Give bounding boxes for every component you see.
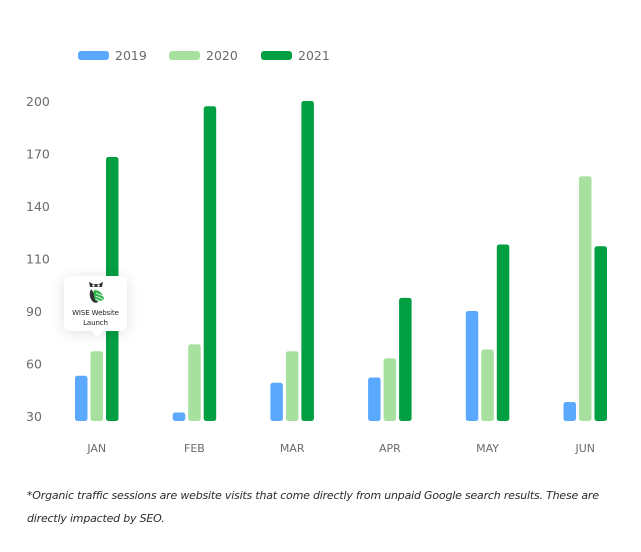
y-axis: 30 60 90 110 140 170 200 xyxy=(26,94,50,424)
bar-jan-2019[interactable] xyxy=(75,375,88,421)
legend-swatch-2020 xyxy=(169,51,200,60)
bar-group-may xyxy=(465,244,510,422)
bar-mar-2021[interactable] xyxy=(301,101,314,421)
annotation-tooltip: WISE Website Launch xyxy=(64,276,127,337)
bar-jun-2020[interactable] xyxy=(579,176,592,421)
y-tick-label: 90 xyxy=(26,304,42,319)
y-tick-label: 30 xyxy=(26,409,42,424)
legend-swatch-2019 xyxy=(78,51,109,60)
bar-jan-2020[interactable] xyxy=(90,351,104,421)
legend-item-2020[interactable]: 2020 xyxy=(169,48,238,63)
bar-jun-2019[interactable] xyxy=(563,402,577,421)
legend-label-2021: 2021 xyxy=(298,48,330,63)
bars xyxy=(75,101,607,421)
bar-apr-2021[interactable] xyxy=(399,297,412,421)
x-tick-label: APR xyxy=(379,442,401,455)
bar-apr-2020[interactable] xyxy=(383,358,397,421)
legend-label-2020: 2020 xyxy=(206,48,238,63)
legend-item-2019[interactable]: 2019 xyxy=(78,48,147,63)
annotation-line2: Launch xyxy=(83,318,108,327)
x-tick-label: MAY xyxy=(476,442,499,455)
bar-feb-2020[interactable] xyxy=(188,344,201,421)
footnote-line1: *Organic traffic sessions are website vi… xyxy=(27,489,599,502)
footnote: *Organic traffic sessions are website vi… xyxy=(27,484,617,530)
footnote-line2: directly impacted by SEO. xyxy=(27,512,165,525)
bar-chart: 2019 2020 2021 30 60 90 110 140 170 200 JAN FEB MA… xyxy=(26,48,607,455)
bar-jun-2021[interactable] xyxy=(594,246,608,421)
owl-logo-icon xyxy=(89,282,104,303)
x-tick-label: JAN xyxy=(86,442,106,455)
y-tick-label: 110 xyxy=(26,252,50,267)
x-tick-label: JUN xyxy=(574,442,595,455)
bar-group-mar xyxy=(270,101,314,421)
annotation-text: WISE Website Launch xyxy=(64,309,127,328)
bar-group-feb xyxy=(172,106,217,422)
y-tick-label: 140 xyxy=(26,199,50,214)
bar-feb-2021[interactable] xyxy=(203,106,217,421)
y-tick-label: 170 xyxy=(26,147,50,162)
bar-group-jun xyxy=(563,176,608,421)
y-tick-label: 200 xyxy=(26,94,50,109)
annotation-line1: WISE Website xyxy=(72,309,119,317)
x-tick-label: FEB xyxy=(184,442,205,455)
x-axis: JAN FEB MAR APR MAY JUN xyxy=(86,442,595,455)
bar-mar-2019[interactable] xyxy=(270,382,283,421)
bar-apr-2019[interactable] xyxy=(368,377,381,422)
x-tick-label: MAR xyxy=(280,442,305,455)
bar-may-2020[interactable] xyxy=(481,349,494,422)
bar-feb-2019[interactable] xyxy=(172,412,186,422)
bar-mar-2020[interactable] xyxy=(285,351,299,421)
bar-may-2021[interactable] xyxy=(496,244,510,422)
legend-label-2019: 2019 xyxy=(115,48,147,63)
bar-may-2019[interactable] xyxy=(465,311,479,421)
bar-group-apr xyxy=(368,297,412,422)
legend-swatch-2021 xyxy=(261,51,292,60)
legend: 2019 2020 2021 xyxy=(78,48,330,63)
y-tick-label: 60 xyxy=(26,357,42,372)
legend-item-2021[interactable]: 2021 xyxy=(261,48,330,63)
